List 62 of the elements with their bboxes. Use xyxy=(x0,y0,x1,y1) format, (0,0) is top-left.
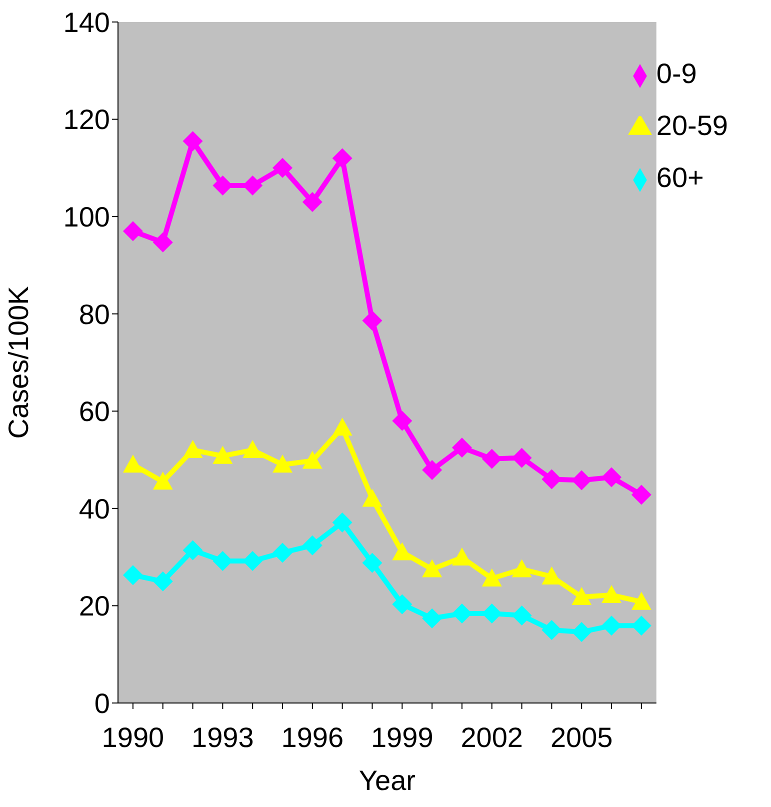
point xyxy=(362,310,382,331)
point xyxy=(602,467,622,488)
x-tick-label: 1996 xyxy=(281,722,344,753)
y-tick-label: 60 xyxy=(78,396,110,428)
x-axis-title: Year xyxy=(358,765,416,796)
point xyxy=(422,559,442,578)
legend-label: 60+ xyxy=(656,162,704,193)
point xyxy=(122,454,143,473)
point xyxy=(272,454,293,473)
point xyxy=(392,594,412,614)
x-tick-label: 1990 xyxy=(102,722,164,753)
point xyxy=(362,552,382,573)
point xyxy=(182,131,203,152)
x-tick-label: 1999 xyxy=(370,722,434,753)
point xyxy=(422,460,442,480)
point xyxy=(512,559,532,578)
y-axis-title: Cases/100K xyxy=(2,286,34,439)
y-tick-label: 80 xyxy=(78,298,110,330)
y-tick-label: 40 xyxy=(78,493,110,524)
point xyxy=(422,608,442,628)
y-tick-label: 0 xyxy=(94,688,110,719)
point xyxy=(302,535,322,556)
point xyxy=(302,192,322,212)
y-tick-label: 100 xyxy=(63,202,110,233)
point xyxy=(272,158,293,178)
point xyxy=(182,540,203,560)
point xyxy=(392,542,412,560)
point xyxy=(631,484,652,505)
x-tick-label: 2002 xyxy=(460,722,524,753)
point xyxy=(542,620,562,640)
point xyxy=(152,472,173,490)
x-tick-label: 1993 xyxy=(192,722,254,753)
y-tick-label: 20 xyxy=(78,590,110,622)
point xyxy=(482,568,502,586)
point xyxy=(392,410,412,431)
point xyxy=(512,605,532,626)
point xyxy=(122,221,143,242)
point xyxy=(572,622,592,642)
point xyxy=(152,571,173,592)
point xyxy=(332,418,352,436)
point xyxy=(602,585,622,604)
point xyxy=(122,565,143,586)
point xyxy=(631,592,652,610)
point xyxy=(452,438,472,458)
y-tick-label: 140 xyxy=(63,6,110,38)
legend-label: 0-9 xyxy=(656,58,697,89)
point xyxy=(212,446,233,464)
point xyxy=(182,440,203,458)
x-tick-label: 2005 xyxy=(550,722,613,753)
point xyxy=(152,232,173,252)
point xyxy=(332,512,352,533)
point xyxy=(482,448,502,469)
point xyxy=(572,586,592,605)
point xyxy=(512,448,532,468)
point xyxy=(302,450,322,469)
point xyxy=(272,542,293,563)
point xyxy=(572,470,592,490)
point xyxy=(362,488,382,507)
point xyxy=(242,440,263,458)
y-tick-label: 120 xyxy=(63,104,110,136)
legend-label: 20-59 xyxy=(656,110,728,141)
point xyxy=(332,148,352,168)
